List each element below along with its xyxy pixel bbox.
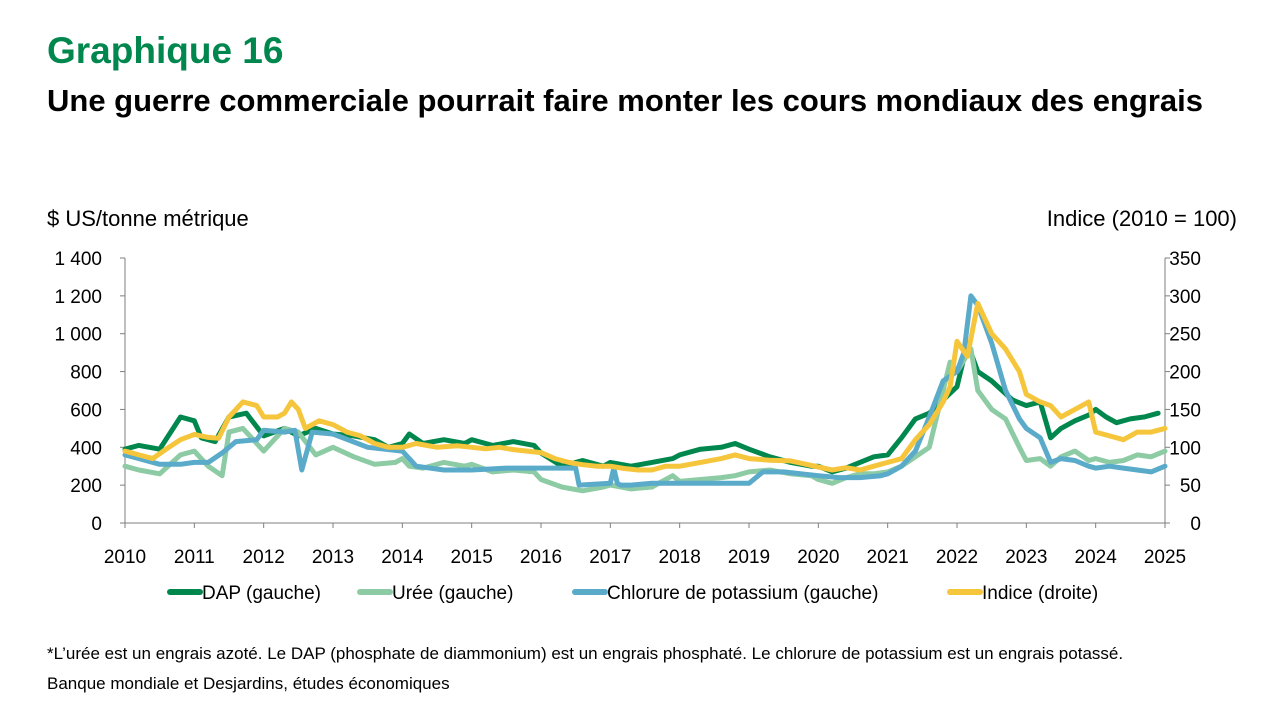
x-tick-label: 2023 (1005, 547, 1047, 568)
y-ticks-right: 0 50 100 150 200 250 300 350 (1165, 249, 1201, 535)
series-line-3 (122, 293, 1168, 488)
x-tick-label: 2017 (589, 547, 631, 568)
y-tick-label-right: 100 (1169, 438, 1201, 459)
chart-title: Une guerre commerciale pourrait faire mo… (47, 83, 1203, 118)
source-note: Banque mondiale et Desjardins, études éc… (47, 674, 450, 693)
y-tick-label-left: 1 000 (54, 325, 102, 346)
y-axis-label-left: $ US/tonne métrique (47, 206, 249, 231)
legend-label: Indice (droite) (982, 583, 1098, 604)
y-tick-label-left: 200 (70, 476, 102, 497)
footnote: *L’urée est un engrais azoté. Le DAP (ph… (47, 644, 1124, 663)
y-tick-label-left: 800 (70, 363, 102, 384)
y-ticks-left: 0 200 400 600 800 1 000 1 200 1 400 (54, 249, 125, 535)
legend-label: Chlorure de potassium (gauche) (607, 583, 878, 604)
x-tick-label: 2015 (451, 547, 493, 568)
y-tick-label-right: 350 (1169, 249, 1201, 270)
legend-label: DAP (gauche) (202, 583, 321, 604)
y-tick-label-right: 300 (1169, 287, 1201, 308)
x-tick-label: 2024 (1075, 547, 1118, 568)
y-tick-label-left: 600 (70, 400, 102, 421)
x-ticks: 2010 2011 2012 2013 2014 2015 2016 2017 2018 2019… (104, 523, 1186, 568)
x-tick-label: 2021 (867, 547, 909, 568)
legend: DAP (gauche) Urée (gauche) Chlorure de pot… (167, 583, 1098, 604)
y-tick-label-left: 0 (91, 514, 102, 535)
x-tick-label: 2011 (174, 547, 215, 568)
x-tick-label: 2016 (520, 547, 562, 568)
y-tick-label-right: 200 (1169, 363, 1201, 384)
x-tick-label: 2013 (312, 547, 354, 568)
legend-label: Urée (gauche) (392, 583, 513, 604)
series-line-4 (122, 300, 1168, 473)
series-line-1 (122, 340, 1161, 475)
x-tick-label: 2014 (381, 547, 424, 568)
y-tick-label-right: 250 (1169, 325, 1201, 346)
y-tick-label-left: 1 200 (54, 287, 102, 308)
x-tick-label: 2020 (797, 547, 839, 568)
x-tick-label: 2019 (728, 547, 770, 568)
x-tick-label: 2010 (104, 547, 146, 568)
axes (124, 258, 1166, 524)
y-axis-label-right: Indice (2010 = 100) (1047, 206, 1237, 231)
figure-label: Graphique 16 (47, 30, 284, 71)
x-tick-label: 2012 (243, 547, 285, 568)
plot-lines (122, 293, 1168, 494)
x-tick-label: 2022 (936, 547, 978, 568)
y-tick-label-left: 1 400 (54, 249, 102, 270)
y-tick-label-right: 50 (1180, 476, 1201, 497)
y-tick-label-left: 400 (70, 438, 102, 459)
x-tick-label: 2025 (1144, 547, 1186, 568)
y-tick-label-right: 0 (1190, 514, 1201, 535)
x-tick-label: 2018 (659, 547, 701, 568)
y-tick-label-right: 150 (1169, 400, 1201, 421)
series-line-2 (122, 346, 1168, 494)
